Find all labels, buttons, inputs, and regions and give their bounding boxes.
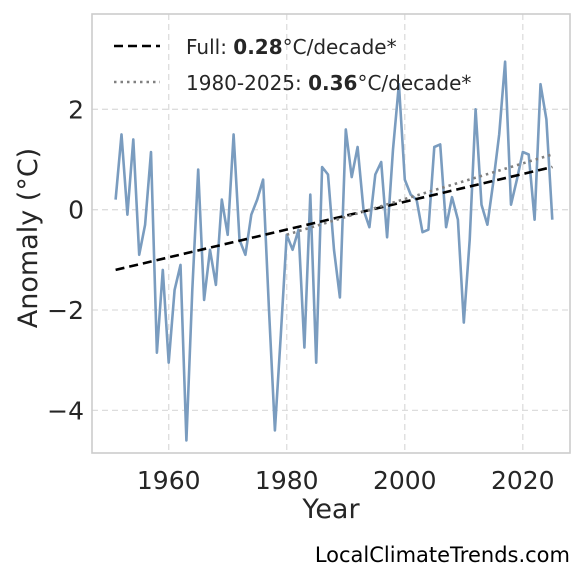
plot-frame xyxy=(91,13,571,454)
x-tick-label: 1980 xyxy=(255,466,319,495)
legend-recent-prefix: 1980-2025: xyxy=(186,71,308,95)
x-tick-label: 2000 xyxy=(373,466,437,495)
x-tick-labels: 1960 1980 2000 2020 xyxy=(137,466,555,495)
watermark: LocalClimateTrends.com xyxy=(315,543,570,567)
legend-full-value: 0.28 xyxy=(233,35,282,59)
gridlines xyxy=(92,14,570,453)
legend-full-prefix: Full: xyxy=(186,35,233,59)
legend: Full: 0.28°C/decade* 1980-2025: 0.36°C/d… xyxy=(114,35,471,95)
series-line xyxy=(114,60,554,442)
y-tick-label: −4 xyxy=(47,396,84,425)
legend-recent-suffix: °C/decade* xyxy=(357,71,471,95)
x-tick-label: 1960 xyxy=(137,466,201,495)
series-layer xyxy=(114,60,554,442)
trend-line xyxy=(286,153,553,236)
legend-recent-value: 0.36 xyxy=(308,71,357,95)
legend-label-recent: 1980-2025: 0.36°C/decade* xyxy=(186,71,471,95)
y-axis-title: Anomaly (°C) xyxy=(13,148,44,328)
y-tick-labels: 2 0 −2 −4 xyxy=(47,95,84,425)
legend-full-suffix: °C/decade* xyxy=(283,35,397,59)
trend-layer xyxy=(115,153,553,272)
y-tick-label: −2 xyxy=(47,296,84,325)
y-tick-label: 0 xyxy=(68,196,84,225)
legend-label-full: Full: 0.28°C/decade* xyxy=(186,35,397,59)
y-tick-label: 2 xyxy=(68,95,84,124)
x-axis-title: Year xyxy=(301,494,360,525)
x-tick-label: 2020 xyxy=(491,466,555,495)
trend-line xyxy=(115,165,553,272)
